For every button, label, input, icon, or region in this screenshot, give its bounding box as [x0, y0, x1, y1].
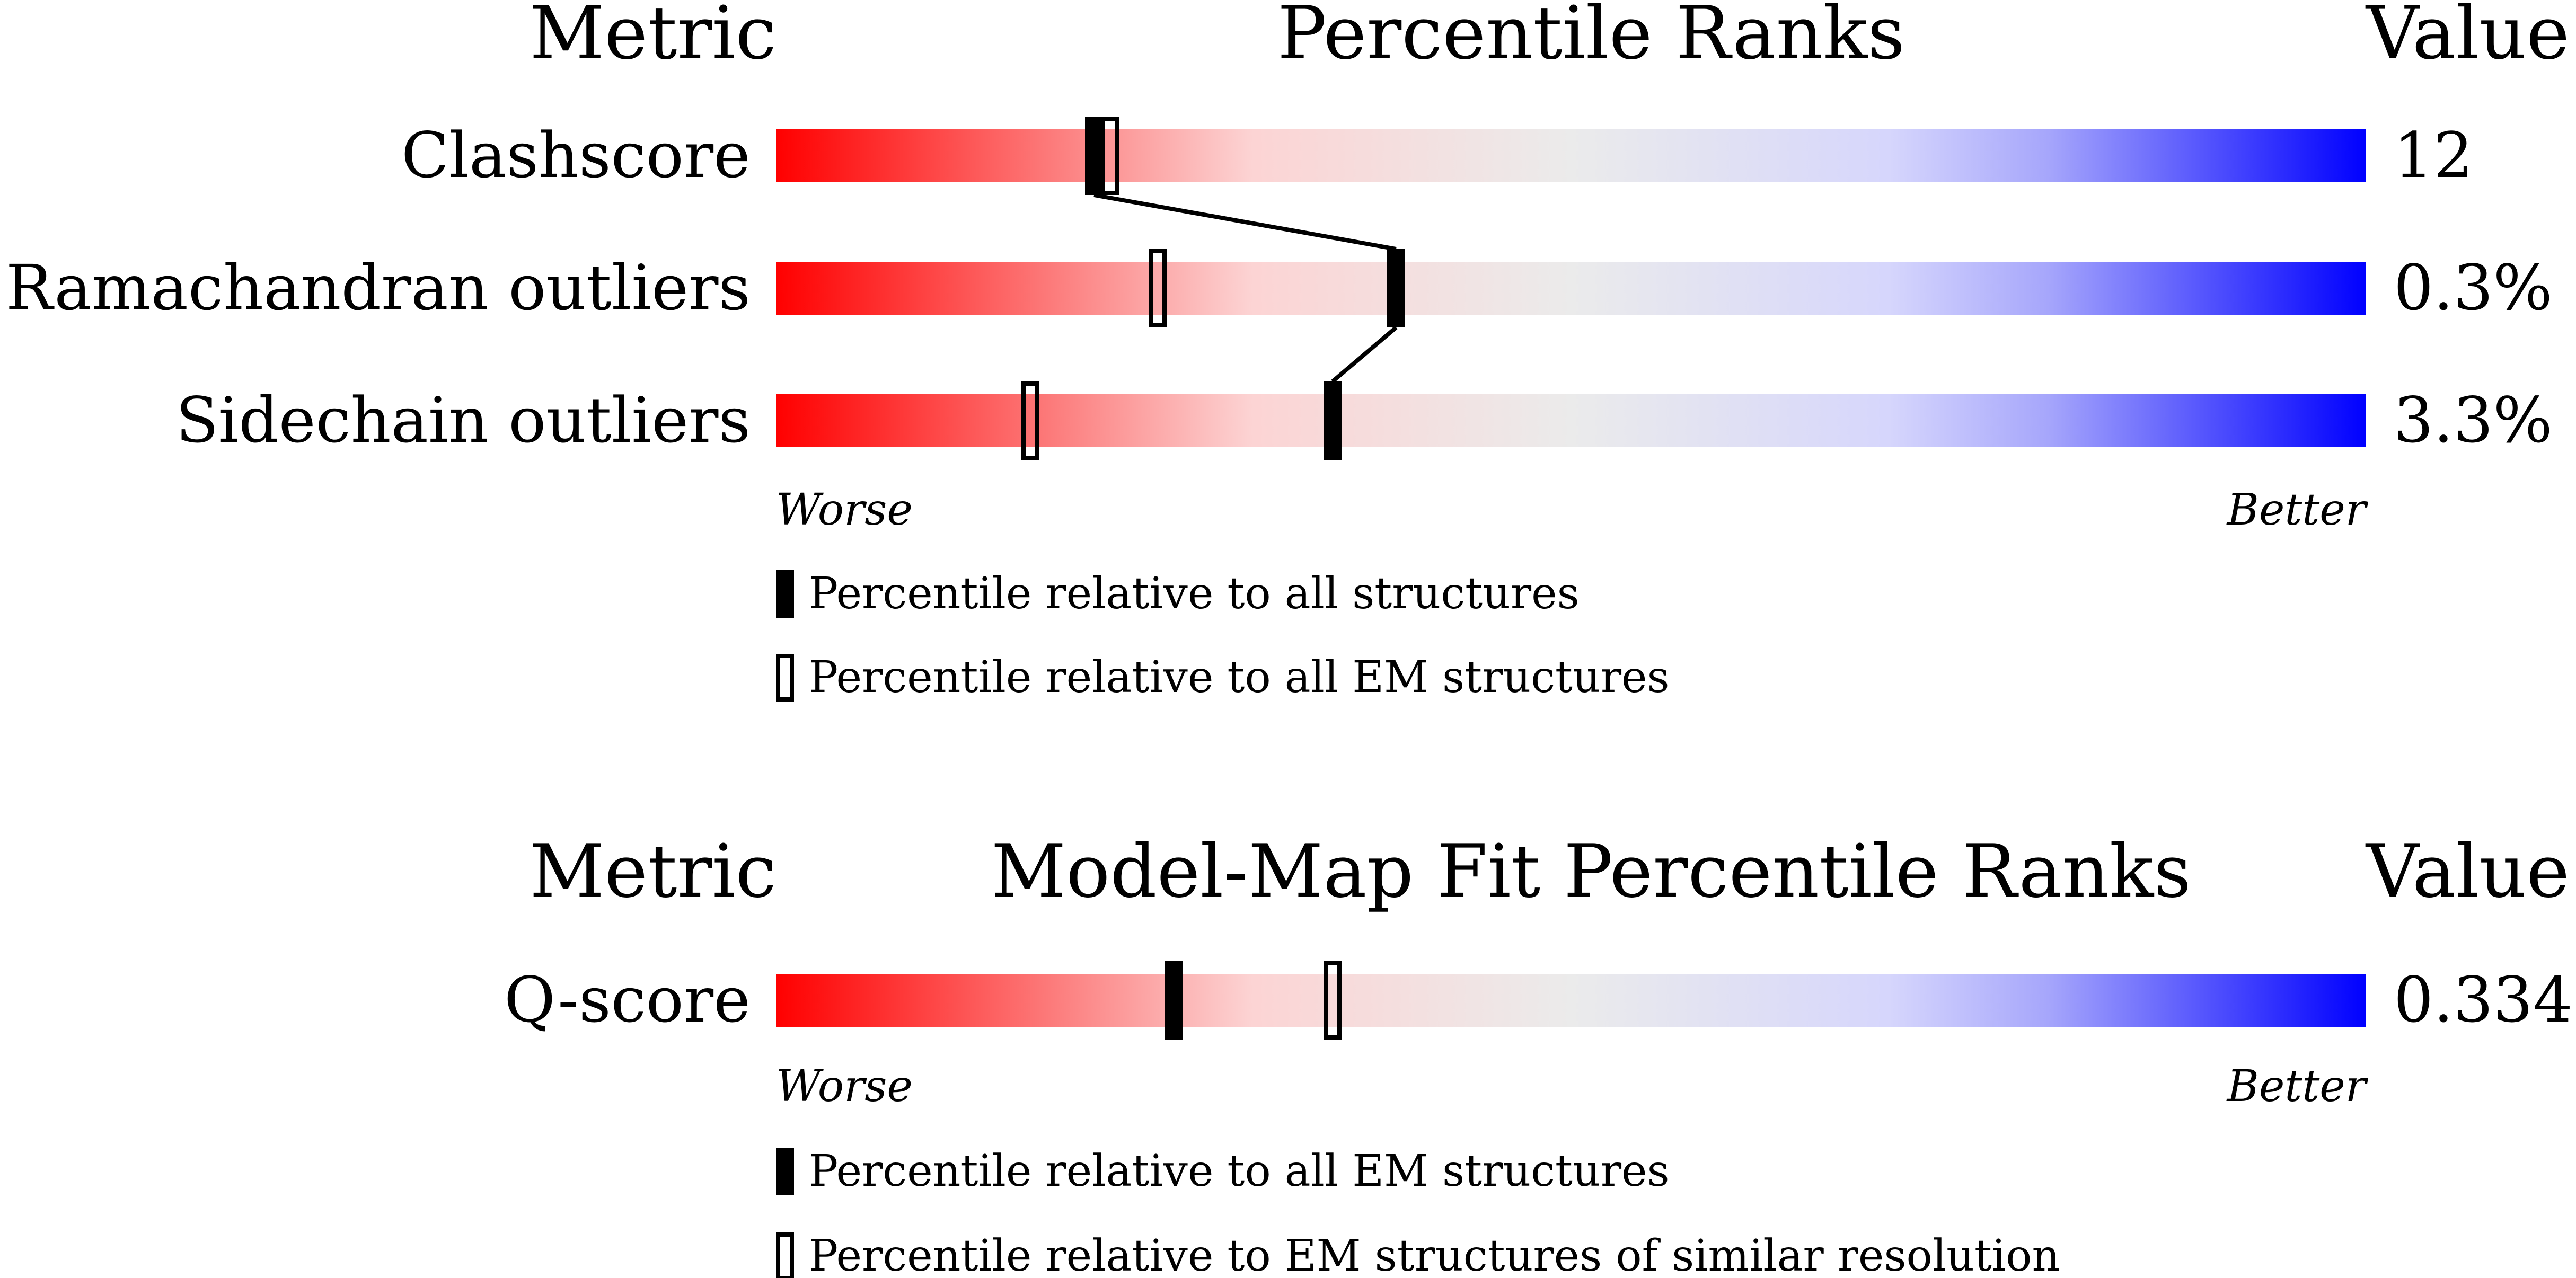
legend-hollow-marker-icon — [776, 654, 794, 702]
chart-title: Percentile Ranks — [1277, 0, 1905, 76]
legend-filled-marker-icon — [776, 1148, 794, 1195]
metric-header: Metric — [530, 829, 777, 914]
hollow-percentile-marker — [1324, 961, 1342, 1040]
hollow-percentile-marker — [1021, 381, 1039, 460]
percentile-bar — [776, 129, 2366, 182]
metric-label: Sidechain outliers — [176, 384, 751, 457]
hollow-percentile-marker — [1149, 249, 1167, 327]
chart-title: Model-Map Fit Percentile Ranks — [991, 829, 2191, 914]
marker-connector-line — [1093, 193, 1397, 251]
filled-percentile-marker — [1387, 249, 1405, 327]
metric-value: 3.3% — [2394, 384, 2553, 457]
legend-filled-text: Percentile relative to all structures — [809, 569, 1580, 619]
metric-label: Clashscore — [401, 119, 751, 192]
value-header: Value — [2365, 0, 2570, 76]
filled-percentile-marker — [1085, 117, 1103, 195]
metric-value: 12 — [2394, 119, 2473, 192]
legend-hollow-text: Percentile relative to all EM structures — [809, 652, 1670, 703]
better-label: Better — [2226, 1061, 2369, 1112]
legend-hollow-marker-icon — [776, 1232, 794, 1278]
filled-percentile-marker — [1324, 381, 1342, 460]
marker-connector-line — [1331, 325, 1398, 384]
metric-header: Metric — [530, 0, 777, 76]
legend-hollow-text: Percentile relative to EM structures of … — [809, 1231, 2060, 1278]
worse-label: Worse — [776, 485, 913, 535]
metric-label: Ramachandran outliers — [6, 251, 751, 324]
percentile-bar — [776, 262, 2366, 315]
metric-value: 0.334 — [2394, 963, 2573, 1036]
percentile-bar — [776, 974, 2366, 1027]
better-label: Better — [2226, 485, 2369, 535]
percentile-bar — [776, 394, 2366, 447]
metric-value: 0.3% — [2394, 251, 2553, 324]
value-header: Value — [2365, 829, 2570, 914]
legend-filled-text: Percentile relative to all EM structures — [809, 1146, 1670, 1196]
metric-label: Q-score — [504, 963, 751, 1036]
worse-label: Worse — [776, 1061, 913, 1112]
filled-percentile-marker — [1165, 961, 1183, 1040]
legend-filled-marker-icon — [776, 570, 794, 618]
